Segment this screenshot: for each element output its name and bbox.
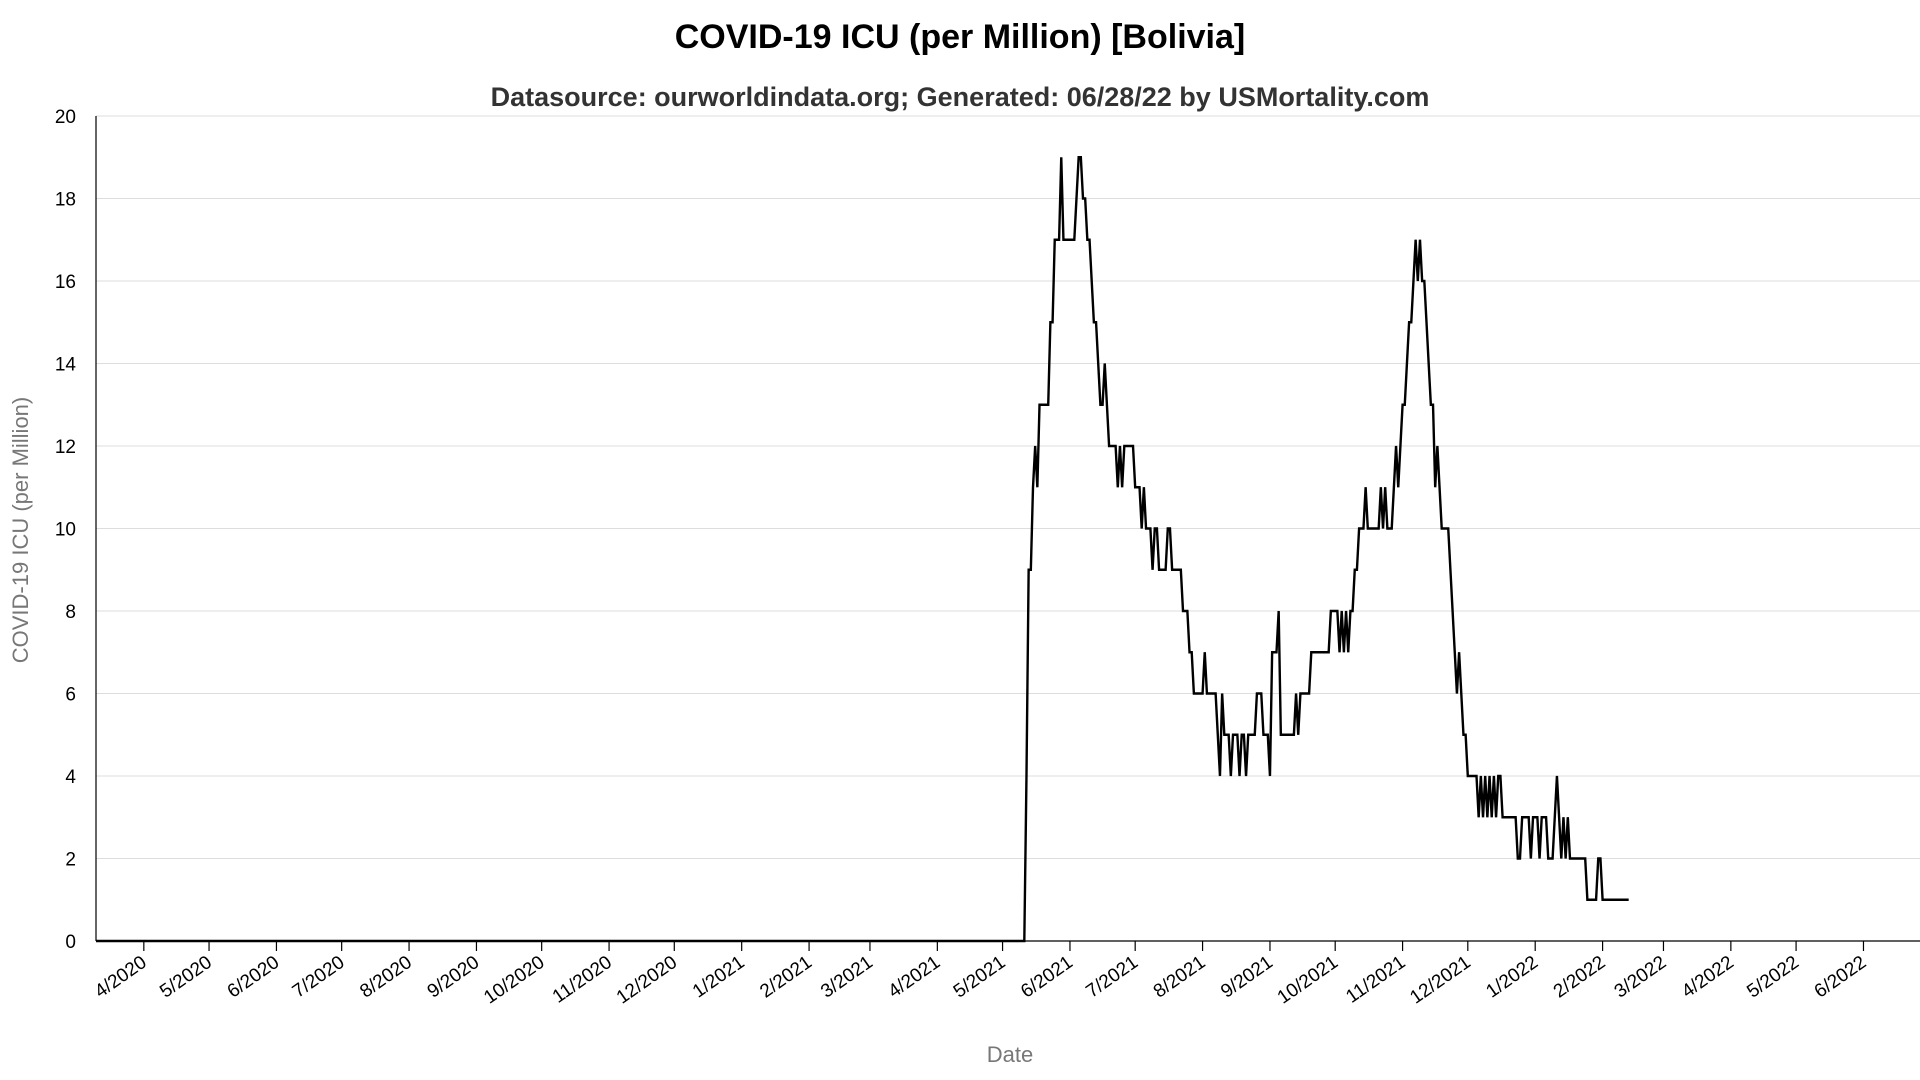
y-tick-label: 16: [55, 272, 76, 293]
x-tick-label: 4/2020: [91, 952, 151, 1003]
y-tick-label: 2: [65, 850, 76, 871]
y-tick-label: 20: [55, 107, 76, 128]
x-tick-label: 11/2021: [1342, 952, 1409, 1008]
y-tick-label: 8: [65, 602, 76, 623]
x-tick-label: 9/2020: [424, 952, 484, 1003]
x-tick-label: 6/2020: [224, 952, 284, 1003]
x-tick-label: 11/2020: [549, 952, 616, 1008]
x-tick-label: 10/2021: [1274, 952, 1342, 1009]
x-tick-label: 7/2021: [1082, 952, 1142, 1003]
x-tick-label: 4/2022: [1678, 952, 1738, 1003]
x-tick-label: 6/2021: [1017, 952, 1077, 1003]
x-tick-label: 4/2021: [885, 952, 945, 1003]
series-line: [96, 156, 1629, 943]
x-tick-label: 2/2021: [756, 952, 816, 1003]
x-tick-label: 5/2020: [156, 952, 216, 1003]
y-axis-title: COVID-19 ICU (per Million): [8, 397, 33, 664]
y-tick-label: 6: [65, 685, 76, 706]
x-tick-label: 2/2022: [1550, 952, 1610, 1003]
grid: [96, 115, 1920, 859]
x-axis-title: Date: [987, 1042, 1033, 1067]
y-tick-label: 12: [55, 437, 76, 458]
y-tick-label: 4: [65, 767, 76, 788]
chart-title: COVID-19 ICU (per Million) [Bolivia]: [675, 18, 1245, 56]
x-tick-label: 10/2020: [480, 952, 548, 1009]
y-tick-label: 14: [55, 355, 77, 376]
chart-subtitle: Datasource: ourworldindata.org; Generate…: [491, 82, 1430, 112]
x-tick-label: 8/2021: [1150, 952, 1210, 1003]
x-tick-label: 5/2022: [1743, 952, 1803, 1003]
series: [96, 156, 1629, 943]
y-tick-label: 0: [65, 932, 76, 953]
x-tick-label: 3/2022: [1611, 952, 1671, 1003]
x-tick-label: 3/2021: [817, 952, 877, 1003]
x-tick-label: 1/2021: [689, 952, 749, 1003]
y-tick-label: 18: [55, 190, 76, 211]
x-tick-label: 12/2021: [1406, 952, 1474, 1009]
x-tick-label: 8/2020: [356, 952, 416, 1003]
x-tick-label: 12/2020: [613, 952, 681, 1009]
x-tick-label: 7/2020: [289, 952, 349, 1003]
x-tick-label: 9/2021: [1217, 952, 1277, 1003]
y-tick-label: 10: [55, 520, 76, 541]
x-tick-label: 6/2022: [1811, 952, 1871, 1003]
x-tick-label: 1/2022: [1482, 952, 1542, 1003]
x-tick-label: 5/2021: [950, 952, 1010, 1003]
